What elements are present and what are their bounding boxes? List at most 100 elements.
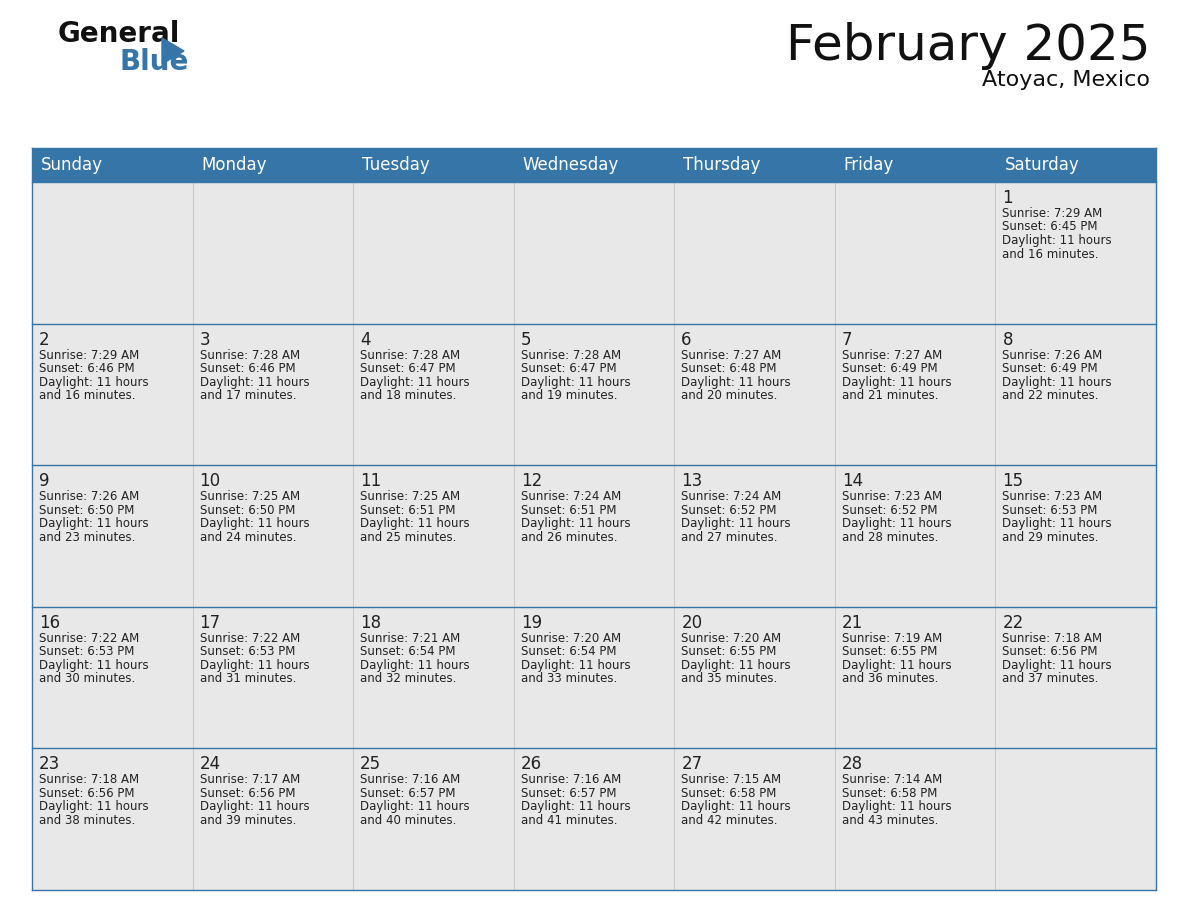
- Bar: [353, 748, 513, 890]
- Bar: [513, 182, 675, 324]
- Text: and 23 minutes.: and 23 minutes.: [39, 531, 135, 543]
- Text: Daylight: 11 hours: Daylight: 11 hours: [842, 659, 952, 672]
- Bar: [996, 148, 1156, 182]
- Text: 25: 25: [360, 756, 381, 773]
- Bar: [835, 182, 996, 324]
- Text: 8: 8: [1003, 330, 1013, 349]
- Text: 6: 6: [681, 330, 691, 349]
- Text: and 22 minutes.: and 22 minutes.: [1003, 389, 1099, 402]
- Text: Sunset: 6:53 PM: Sunset: 6:53 PM: [200, 645, 295, 658]
- Text: Sunrise: 7:26 AM: Sunrise: 7:26 AM: [1003, 349, 1102, 362]
- Text: Sunrise: 7:28 AM: Sunrise: 7:28 AM: [520, 349, 621, 362]
- Text: Sunset: 6:56 PM: Sunset: 6:56 PM: [39, 787, 134, 800]
- Bar: [835, 465, 996, 607]
- Text: Sunset: 6:52 PM: Sunset: 6:52 PM: [681, 504, 777, 517]
- Text: Daylight: 11 hours: Daylight: 11 hours: [520, 659, 631, 672]
- Text: 24: 24: [200, 756, 221, 773]
- Text: Sunrise: 7:20 AM: Sunrise: 7:20 AM: [681, 632, 782, 644]
- Text: Sunset: 6:54 PM: Sunset: 6:54 PM: [360, 645, 456, 658]
- Text: Sunset: 6:46 PM: Sunset: 6:46 PM: [39, 362, 134, 375]
- Text: and 33 minutes.: and 33 minutes.: [520, 672, 617, 686]
- Text: Daylight: 11 hours: Daylight: 11 hours: [200, 517, 309, 531]
- Text: Sunset: 6:57 PM: Sunset: 6:57 PM: [360, 787, 456, 800]
- Text: 3: 3: [200, 330, 210, 349]
- Bar: [996, 324, 1156, 465]
- Text: Sunrise: 7:29 AM: Sunrise: 7:29 AM: [1003, 207, 1102, 220]
- Bar: [996, 465, 1156, 607]
- Text: Sunrise: 7:25 AM: Sunrise: 7:25 AM: [200, 490, 299, 503]
- Bar: [996, 182, 1156, 324]
- Bar: [32, 748, 192, 890]
- Text: Sunset: 6:58 PM: Sunset: 6:58 PM: [681, 787, 777, 800]
- Text: and 32 minutes.: and 32 minutes.: [360, 672, 456, 686]
- Bar: [513, 465, 675, 607]
- Bar: [513, 324, 675, 465]
- Text: Blue: Blue: [120, 48, 189, 76]
- Text: Sunset: 6:58 PM: Sunset: 6:58 PM: [842, 787, 937, 800]
- Text: Daylight: 11 hours: Daylight: 11 hours: [681, 517, 791, 531]
- Text: Daylight: 11 hours: Daylight: 11 hours: [360, 800, 469, 813]
- Text: Daylight: 11 hours: Daylight: 11 hours: [39, 517, 148, 531]
- Text: Sunset: 6:47 PM: Sunset: 6:47 PM: [360, 362, 456, 375]
- Text: Sunday: Sunday: [42, 156, 103, 174]
- Text: and 37 minutes.: and 37 minutes.: [1003, 672, 1099, 686]
- Text: and 27 minutes.: and 27 minutes.: [681, 531, 778, 543]
- Text: 1: 1: [1003, 189, 1013, 207]
- Text: Daylight: 11 hours: Daylight: 11 hours: [681, 375, 791, 388]
- Text: and 41 minutes.: and 41 minutes.: [520, 814, 618, 827]
- Text: General: General: [58, 20, 181, 48]
- Text: Sunset: 6:54 PM: Sunset: 6:54 PM: [520, 645, 617, 658]
- Text: Daylight: 11 hours: Daylight: 11 hours: [200, 659, 309, 672]
- Bar: [192, 148, 353, 182]
- Text: Sunset: 6:53 PM: Sunset: 6:53 PM: [39, 645, 134, 658]
- Text: Saturday: Saturday: [1004, 156, 1079, 174]
- Text: and 43 minutes.: and 43 minutes.: [842, 814, 939, 827]
- Text: 21: 21: [842, 614, 864, 632]
- Text: Daylight: 11 hours: Daylight: 11 hours: [360, 659, 469, 672]
- Text: 16: 16: [39, 614, 61, 632]
- Text: 22: 22: [1003, 614, 1024, 632]
- Text: Sunset: 6:51 PM: Sunset: 6:51 PM: [360, 504, 456, 517]
- Text: and 28 minutes.: and 28 minutes.: [842, 531, 939, 543]
- Text: Atoyac, Mexico: Atoyac, Mexico: [982, 70, 1150, 90]
- Text: 9: 9: [39, 472, 50, 490]
- Text: and 24 minutes.: and 24 minutes.: [200, 531, 296, 543]
- Text: Daylight: 11 hours: Daylight: 11 hours: [520, 800, 631, 813]
- Text: Sunrise: 7:15 AM: Sunrise: 7:15 AM: [681, 773, 782, 787]
- Text: Daylight: 11 hours: Daylight: 11 hours: [1003, 659, 1112, 672]
- Text: Sunrise: 7:23 AM: Sunrise: 7:23 AM: [842, 490, 942, 503]
- Text: Daylight: 11 hours: Daylight: 11 hours: [681, 659, 791, 672]
- Text: Daylight: 11 hours: Daylight: 11 hours: [520, 517, 631, 531]
- Text: and 35 minutes.: and 35 minutes.: [681, 672, 777, 686]
- Text: Wednesday: Wednesday: [523, 156, 619, 174]
- Text: 13: 13: [681, 472, 702, 490]
- Text: 17: 17: [200, 614, 221, 632]
- Text: Daylight: 11 hours: Daylight: 11 hours: [842, 375, 952, 388]
- Text: Sunset: 6:56 PM: Sunset: 6:56 PM: [1003, 645, 1098, 658]
- Bar: [353, 182, 513, 324]
- Text: Thursday: Thursday: [683, 156, 760, 174]
- Text: Friday: Friday: [843, 156, 895, 174]
- Text: Sunrise: 7:25 AM: Sunrise: 7:25 AM: [360, 490, 460, 503]
- Text: Sunrise: 7:27 AM: Sunrise: 7:27 AM: [681, 349, 782, 362]
- Text: and 31 minutes.: and 31 minutes.: [200, 672, 296, 686]
- Text: Sunrise: 7:17 AM: Sunrise: 7:17 AM: [200, 773, 299, 787]
- Bar: [675, 465, 835, 607]
- Text: Sunrise: 7:28 AM: Sunrise: 7:28 AM: [360, 349, 460, 362]
- Text: Sunrise: 7:20 AM: Sunrise: 7:20 AM: [520, 632, 621, 644]
- Text: Sunset: 6:57 PM: Sunset: 6:57 PM: [520, 787, 617, 800]
- Text: Daylight: 11 hours: Daylight: 11 hours: [520, 375, 631, 388]
- Text: Sunrise: 7:22 AM: Sunrise: 7:22 AM: [200, 632, 299, 644]
- Bar: [835, 607, 996, 748]
- Bar: [192, 607, 353, 748]
- Bar: [513, 607, 675, 748]
- Text: Daylight: 11 hours: Daylight: 11 hours: [842, 800, 952, 813]
- Text: Sunrise: 7:14 AM: Sunrise: 7:14 AM: [842, 773, 942, 787]
- Bar: [513, 748, 675, 890]
- Text: and 42 minutes.: and 42 minutes.: [681, 814, 778, 827]
- Text: Sunrise: 7:28 AM: Sunrise: 7:28 AM: [200, 349, 299, 362]
- Text: Sunrise: 7:19 AM: Sunrise: 7:19 AM: [842, 632, 942, 644]
- Text: 5: 5: [520, 330, 531, 349]
- Text: 15: 15: [1003, 472, 1024, 490]
- Text: and 25 minutes.: and 25 minutes.: [360, 531, 456, 543]
